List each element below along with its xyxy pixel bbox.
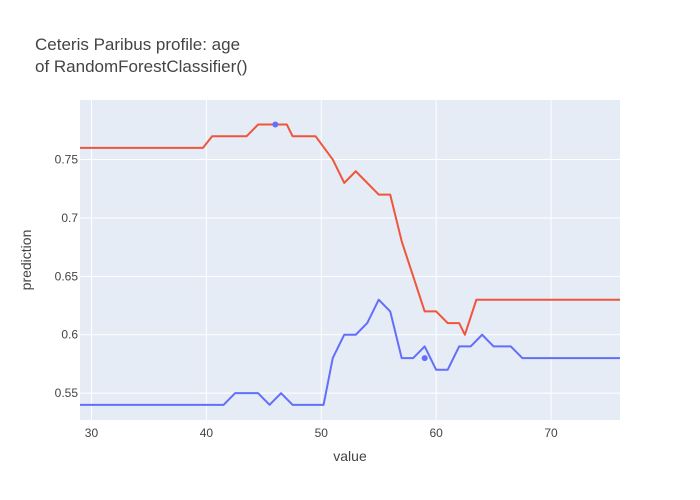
grid-layer [80,100,620,420]
observation-point-2 [421,355,428,362]
x-tick-label: 50 [315,426,329,440]
y-tick-label: 0.7 [61,211,78,225]
plot-area [80,100,620,420]
series-layer [80,121,620,406]
y-tick-label: 0.65 [55,269,79,283]
series-line-1 [80,123,620,336]
tick-labels: 30 40 50 60 70 0.55 0.6 0.65 0.7 0.75 [55,153,558,440]
y-tick-label: 0.6 [61,328,78,342]
x-axis-title: value [333,448,367,464]
observation-point-1 [272,121,279,128]
x-tick-label: 60 [429,426,443,440]
chart-title-line-2: of RandomForestClassifier() [35,57,248,76]
y-axis-title: prediction [18,230,34,291]
x-tick-label: 40 [200,426,214,440]
y-tick-label: 0.55 [55,386,79,400]
chart-title-line-1: Ceteris Paribus profile: age [35,35,240,54]
series-line-2 [80,298,620,406]
y-tick-label: 0.75 [55,153,79,167]
x-tick-label: 30 [85,426,99,440]
x-tick-label: 70 [544,426,558,440]
